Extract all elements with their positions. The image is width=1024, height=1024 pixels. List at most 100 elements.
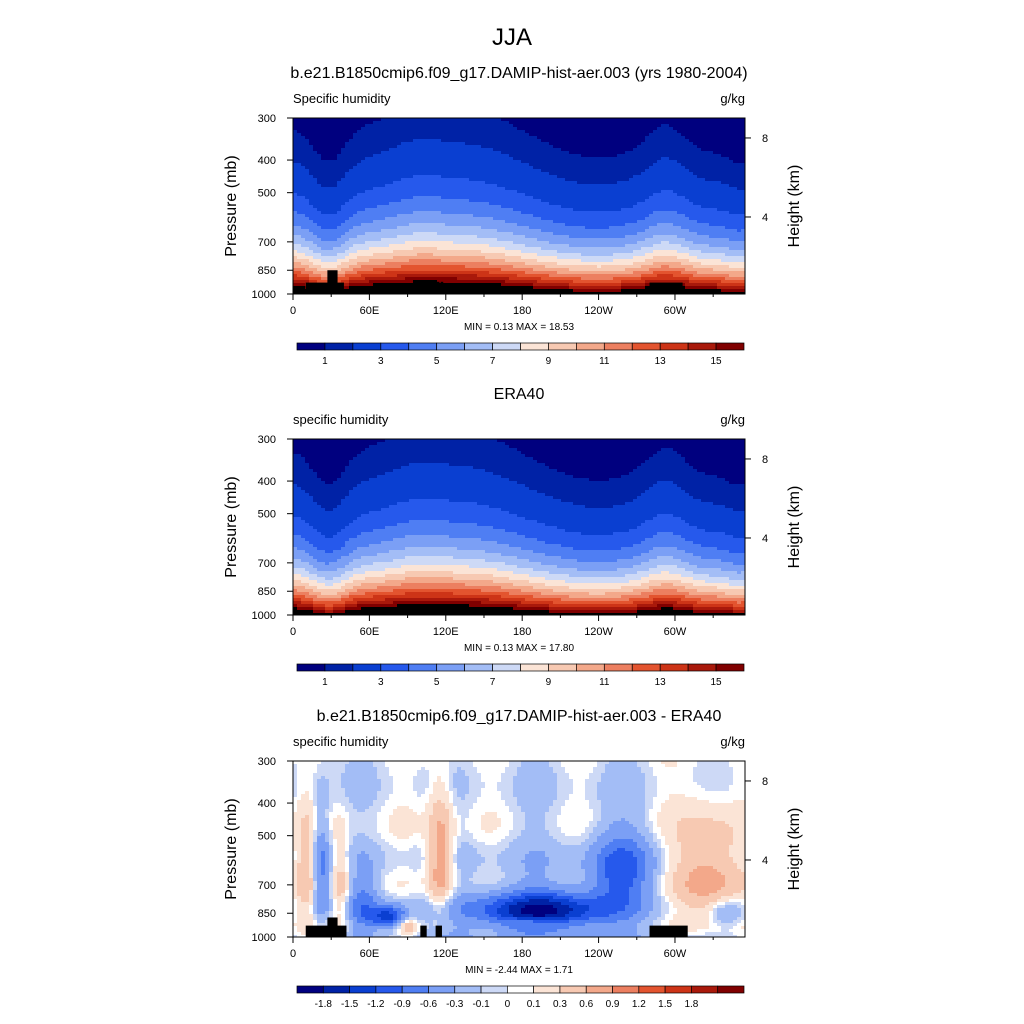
contour-cell <box>309 148 314 152</box>
contour-cell <box>425 286 430 290</box>
contour-cell <box>293 151 298 155</box>
contour-cell <box>389 268 394 272</box>
contour-cell <box>465 238 470 242</box>
contour-cell <box>521 169 526 173</box>
contour-cell <box>621 166 626 170</box>
contour-cell <box>377 283 382 287</box>
contour-cell <box>625 235 630 239</box>
contour-cell <box>597 286 602 290</box>
contour-cell <box>613 184 618 188</box>
contour-cell <box>549 223 554 227</box>
contour-cell <box>405 178 410 182</box>
contour-cell <box>361 145 366 149</box>
contour-cell <box>405 148 410 152</box>
contour-cell <box>585 292 590 295</box>
contour-cell <box>369 160 374 164</box>
contour-cell <box>361 208 366 212</box>
contour-cell <box>301 121 306 125</box>
contour-cell <box>381 253 386 257</box>
contour-cell <box>597 133 602 137</box>
contour-cell <box>453 199 458 203</box>
contour-cell <box>393 202 398 206</box>
contour-cell <box>345 196 350 200</box>
contour-cell <box>433 142 438 146</box>
contour-cell <box>617 268 622 272</box>
contour-cell <box>325 265 330 269</box>
contour-cell <box>509 163 514 167</box>
contour-cell <box>305 247 310 251</box>
contour-cell <box>365 283 370 287</box>
contour-cell <box>533 226 538 230</box>
contour-cell <box>485 256 490 260</box>
contour-cell <box>393 163 398 167</box>
contour-cell <box>565 265 570 269</box>
contour-cell <box>409 187 414 191</box>
contour-cell <box>425 232 430 236</box>
contour-cell <box>585 202 590 206</box>
contour-cell <box>445 175 450 179</box>
contour-cell <box>365 217 370 221</box>
contour-cell <box>421 262 426 266</box>
contour-cell <box>609 190 614 194</box>
contour-cell <box>321 250 326 254</box>
contour-cell <box>401 181 406 185</box>
contour-cell <box>417 130 422 134</box>
contour-cell <box>305 193 310 197</box>
contour-cell <box>425 202 430 206</box>
contour-cell <box>381 187 386 191</box>
contour-cell <box>573 178 578 182</box>
contour-cell <box>509 256 514 260</box>
contour-cell <box>481 223 486 227</box>
contour-cell <box>293 250 298 254</box>
contour-cell <box>449 223 454 227</box>
contour-cell <box>605 223 610 227</box>
contour-cell <box>625 175 630 179</box>
contour-cell <box>621 163 626 167</box>
contour-cell <box>541 121 546 125</box>
contour-cell <box>525 250 530 254</box>
contour-cell <box>489 289 494 293</box>
contour-cell <box>341 217 346 221</box>
contour-cell <box>349 277 354 281</box>
contour-cell <box>373 199 378 203</box>
contour-cell <box>485 133 490 137</box>
contour-cell <box>569 160 574 164</box>
contour-cell <box>301 226 306 230</box>
contour-cell <box>417 118 422 122</box>
contour-cell <box>425 208 430 212</box>
contour-cell <box>601 256 606 260</box>
contour-cell <box>381 286 386 290</box>
contour-cell <box>373 244 378 248</box>
contour-cell <box>489 166 494 170</box>
contour-cell <box>409 280 414 284</box>
contour-cell <box>317 184 322 188</box>
contour-cell <box>333 169 338 173</box>
contour-cell <box>421 154 426 158</box>
contour-cell <box>505 223 510 227</box>
contour-cell <box>549 133 554 137</box>
contour-cell <box>297 184 302 188</box>
contour-cell <box>621 262 626 266</box>
contour-cell <box>321 265 326 269</box>
contour-cell <box>345 286 350 290</box>
contour-cell <box>577 175 582 179</box>
contour-cell <box>589 181 594 185</box>
contour-cell <box>541 124 546 128</box>
contour-cell <box>437 211 442 215</box>
contour-cell <box>593 127 598 131</box>
contour-cell <box>485 184 490 188</box>
contour-cell <box>545 181 550 185</box>
contour-cell <box>361 253 366 257</box>
contour-cell <box>353 253 358 257</box>
contour-cell <box>313 271 318 275</box>
contour-cell <box>561 214 566 218</box>
contour-cell <box>565 136 570 140</box>
contour-cell <box>425 157 430 161</box>
contour-cell <box>465 154 470 158</box>
contour-cell <box>313 175 318 179</box>
contour-cell <box>429 280 434 284</box>
contour-cell <box>589 247 594 251</box>
contour-cell <box>561 121 566 125</box>
contour-cell <box>417 247 422 251</box>
contour-cell <box>525 130 530 134</box>
